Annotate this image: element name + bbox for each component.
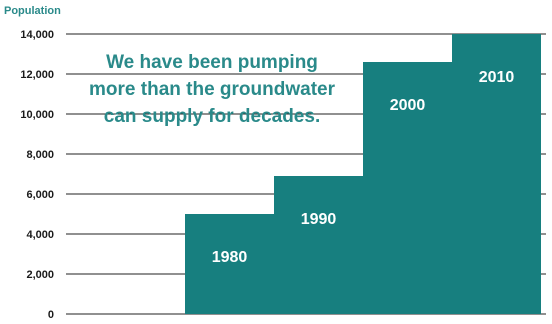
y-axis-title: Population <box>4 5 61 17</box>
annotation-line-1: We have been pumping <box>106 52 318 73</box>
y-tick-label: 2,000 <box>26 269 54 281</box>
bar-1980 <box>185 214 274 314</box>
bar-labels: 1980 1990 2000 2010 <box>212 69 515 266</box>
annotation-line-3: can supply for decades. <box>104 106 320 127</box>
bar-2000 <box>363 62 452 314</box>
y-tick-label: 0 <box>48 309 54 321</box>
bar-2010 <box>452 34 541 314</box>
bar-label-2000: 2000 <box>390 97 426 114</box>
y-tick-label: 10,000 <box>20 109 54 121</box>
y-tick-labels: 0 2,000 4,000 6,000 8,000 10,000 12,000 14,000 <box>20 29 54 321</box>
bars <box>185 34 541 314</box>
annotation-line-2: more than the groundwater <box>89 79 336 100</box>
bar-1990 <box>274 176 363 314</box>
bar-label-2010: 2010 <box>479 69 515 86</box>
bar-label-1990: 1990 <box>301 211 337 228</box>
y-tick-label: 8,000 <box>26 149 54 161</box>
y-tick-label: 12,000 <box>20 69 54 81</box>
bar-label-1980: 1980 <box>212 249 248 266</box>
y-tick-label: 6,000 <box>26 189 54 201</box>
y-tick-label: 14,000 <box>20 29 54 41</box>
y-tick-label: 4,000 <box>26 229 54 241</box>
